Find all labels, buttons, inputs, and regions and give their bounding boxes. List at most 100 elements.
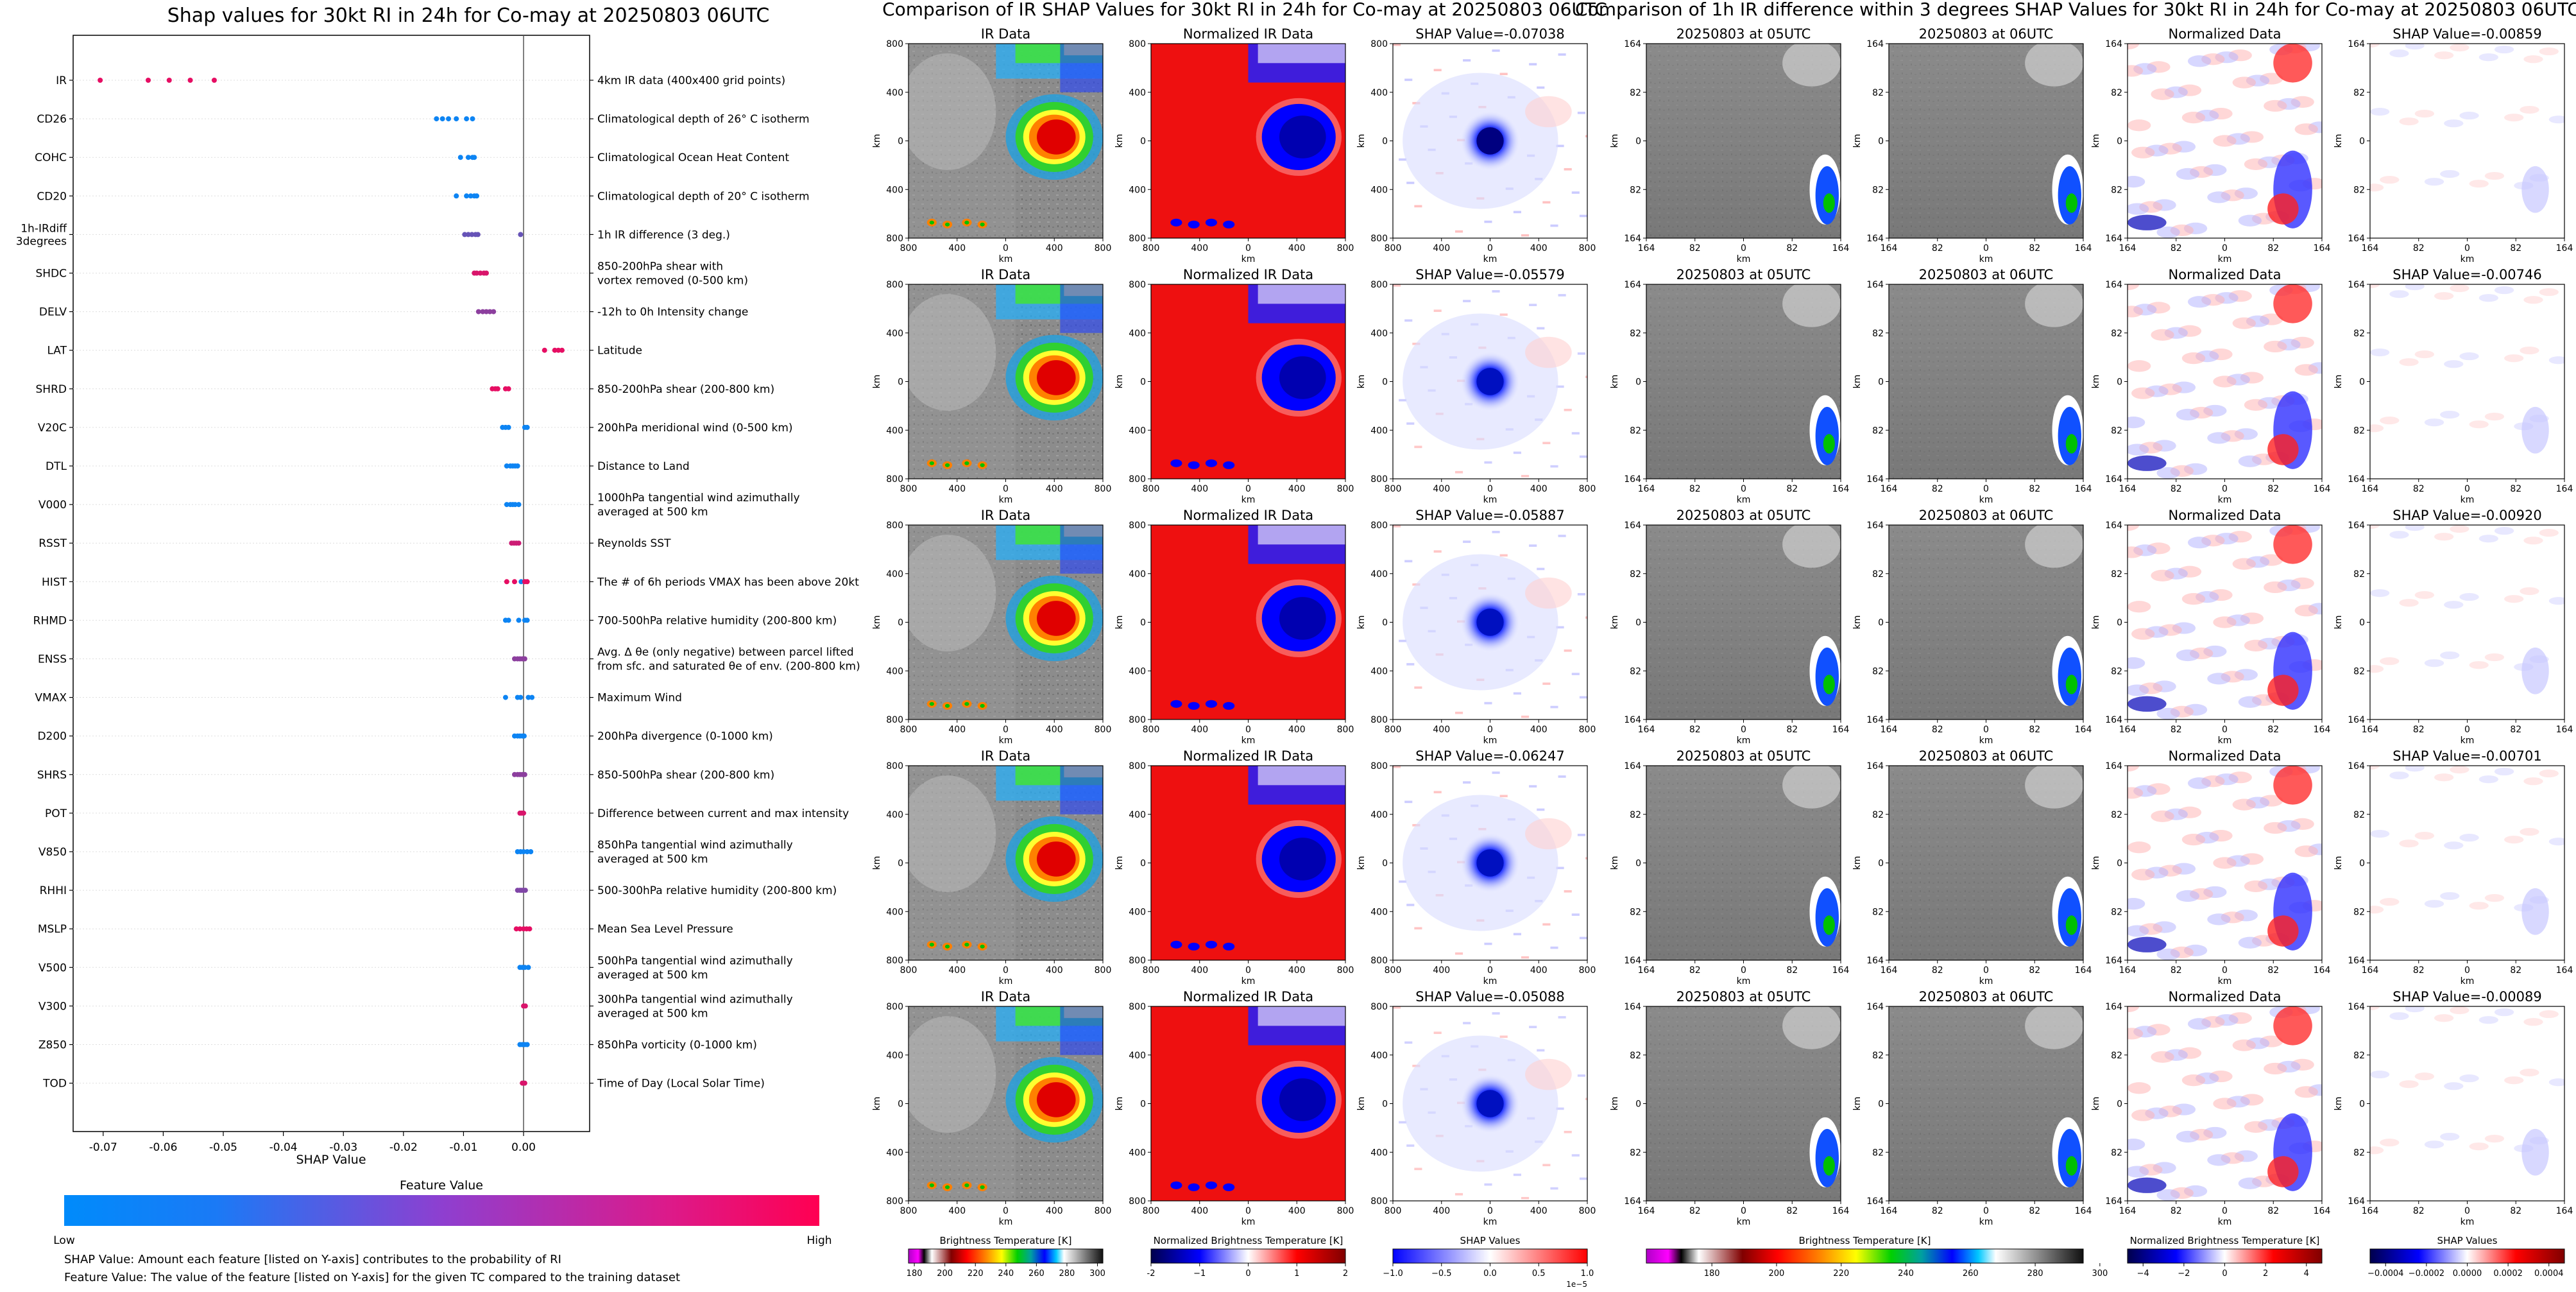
y-tick-label: 82 bbox=[1872, 329, 1884, 339]
shap-point bbox=[528, 849, 534, 854]
x-axis-label: km bbox=[999, 976, 1013, 986]
x-tick-label: -0.07 bbox=[89, 1141, 117, 1154]
panel-title: Normalized IR Data bbox=[1183, 26, 1313, 42]
y-tick-label: 800 bbox=[1129, 1002, 1146, 1012]
y-tick-label: 800 bbox=[886, 280, 903, 290]
x-tick-label: 400 bbox=[1288, 1206, 1306, 1216]
x-tick-label: -0.05 bbox=[209, 1141, 237, 1154]
x-tick-label: 400 bbox=[1288, 243, 1306, 254]
x-tick-label: 0 bbox=[1487, 965, 1493, 976]
colorbar-tick-label: 260 bbox=[1963, 1269, 1979, 1279]
x-tick-label: 400 bbox=[1191, 725, 1208, 735]
shap-point bbox=[472, 155, 477, 160]
y-tick-label: 0 bbox=[1878, 137, 1884, 147]
y-tick-label: 82 bbox=[1872, 1051, 1884, 1061]
x-tick-label: 800 bbox=[1579, 1206, 1596, 1216]
ir-data-panel: IR Data 800 400 0 400 800 km 800 400 0 400 800 km bbox=[872, 267, 1111, 505]
x-axis-label: km bbox=[1241, 976, 1256, 986]
y-tick-label: 800 bbox=[886, 39, 903, 49]
x-tick-label: 400 bbox=[1046, 1206, 1063, 1216]
x-tick-label: 400 bbox=[1191, 484, 1208, 494]
shap-point bbox=[491, 309, 497, 314]
shap-value-panel: SHAP Value=-0.05887 800 400 0 400 800 km 800 400… bbox=[1356, 508, 1596, 746]
y-tick-label: 0 bbox=[898, 137, 903, 147]
x-tick-label: 0 bbox=[1741, 725, 1746, 735]
x-tick-label: 82 bbox=[1786, 243, 1798, 254]
y-axis-label: km bbox=[2333, 616, 2344, 630]
x-tick-label: 0 bbox=[1741, 243, 1746, 254]
x-tick-label: 0 bbox=[1245, 484, 1251, 494]
y-tick-label: 164 bbox=[2348, 1002, 2365, 1012]
shap-point bbox=[515, 463, 520, 469]
y-tick-label: 400 bbox=[1129, 569, 1146, 580]
x-tick-label: 400 bbox=[1191, 965, 1208, 976]
x-tick-label: 800 bbox=[1337, 1206, 1354, 1216]
colorbar-tick-label: −0.5 bbox=[1431, 1269, 1452, 1279]
shap-point bbox=[522, 888, 528, 893]
x-tick-label: 164 bbox=[2556, 1206, 2573, 1216]
x-tick-label: 0 bbox=[1487, 243, 1493, 254]
normalized-ir-panel: Normalized IR Data 800 400 0 400 800 km 800 400 0… bbox=[1114, 748, 1354, 986]
x-tick-label: 82 bbox=[1786, 725, 1798, 735]
feature-description: vortex removed (0-500 km) bbox=[597, 275, 748, 288]
feature-label: CD26 bbox=[37, 113, 67, 126]
x-tick-label: 400 bbox=[1288, 965, 1306, 976]
y-tick-label: 800 bbox=[1129, 521, 1146, 531]
x-tick-label: 0 bbox=[1741, 484, 1746, 494]
y-tick-label: 800 bbox=[1129, 234, 1146, 244]
y-tick-label: 164 bbox=[1866, 39, 1884, 49]
y-axis-label: km bbox=[1852, 856, 1863, 870]
shap-feature-descriptions: 4km IR data (400x400 grid points) Climato… bbox=[590, 74, 860, 1090]
y-tick-label: 0 bbox=[1382, 377, 1388, 388]
x-tick-label: 800 bbox=[900, 965, 917, 976]
colorbar-label: SHAP Values bbox=[2437, 1235, 2498, 1246]
y-tick-label: 0 bbox=[1382, 137, 1388, 147]
panel-title: 20250803 at 05UTC bbox=[1676, 989, 1811, 1004]
colorbar-tick-label: 180 bbox=[907, 1269, 923, 1279]
colorbar-tick-label: 1 bbox=[1294, 1269, 1299, 1279]
y-axis-label: km bbox=[872, 375, 882, 389]
x-tick-label: 82 bbox=[2029, 725, 2040, 735]
y-tick-label: 0 bbox=[1878, 377, 1884, 388]
y-tick-label: 82 bbox=[2353, 1051, 2365, 1061]
y-tick-label: 0 bbox=[1878, 859, 1884, 869]
y-tick-label: 0 bbox=[2117, 1099, 2122, 1110]
y-tick-label: 82 bbox=[2111, 329, 2122, 339]
x-tick-label: 0 bbox=[1003, 725, 1009, 735]
x-tick-label: 400 bbox=[1530, 965, 1548, 976]
x-axis-label: km bbox=[1979, 495, 1993, 505]
x-tick-label: 82 bbox=[1786, 484, 1798, 494]
feature-description: 1h IR difference (3 deg.) bbox=[597, 228, 730, 241]
x-tick-label: 164 bbox=[2119, 965, 2137, 976]
feature-description: Mean Sea Level Pressure bbox=[597, 923, 733, 936]
shap-point bbox=[474, 193, 480, 199]
x-tick-label: 164 bbox=[1638, 725, 1655, 735]
y-tick-label: 0 bbox=[1382, 618, 1388, 628]
y-axis-label: km bbox=[872, 1097, 882, 1111]
x-tick-label: 400 bbox=[1046, 484, 1063, 494]
x-axis-label: km bbox=[999, 1217, 1013, 1227]
x-tick-label: 164 bbox=[2362, 484, 2379, 494]
x-tick-label: 164 bbox=[2362, 965, 2379, 976]
ir-data-panel: IR Data 800 400 0 400 800 km 800 400 0 400 800 km bbox=[872, 508, 1111, 746]
x-tick-label: 164 bbox=[1832, 1206, 1850, 1216]
x-tick-label: 164 bbox=[2314, 725, 2331, 735]
y-axis-label: km bbox=[1852, 1097, 1863, 1111]
feature-label: 1h-IRdiff bbox=[21, 222, 67, 235]
x-tick-label: 800 bbox=[1385, 484, 1402, 494]
x-axis-label: km bbox=[1979, 976, 1993, 986]
shap-point bbox=[512, 502, 518, 508]
y-tick-label: 400 bbox=[1370, 569, 1388, 580]
y-tick-label: 164 bbox=[1866, 956, 1884, 966]
shap-diff-panel: SHAP Value=-0.00920 164 82 0 82 164 km 164 82 0 82… bbox=[2333, 508, 2573, 746]
x-tick-label: 164 bbox=[2119, 484, 2137, 494]
ir-06utc-panel: 20250803 at 06UTC 164 82 0 82 164 km 164 82 0 82 16… bbox=[1852, 26, 2092, 264]
y-tick-label: 164 bbox=[1866, 761, 1884, 771]
colorbar-tick-label: 0 bbox=[1245, 1269, 1250, 1279]
colorbar: Normalized Brightness Temperature [K] −4 −… bbox=[2127, 1235, 2323, 1279]
y-tick-label: 0 bbox=[1140, 137, 1146, 147]
ir-06utc-panel: 20250803 at 06UTC 164 82 0 82 164 km 164 82 0 82 16… bbox=[1852, 508, 2092, 746]
x-axis-label: km bbox=[1483, 1217, 1497, 1227]
x-tick-label: 164 bbox=[2314, 1206, 2331, 1216]
